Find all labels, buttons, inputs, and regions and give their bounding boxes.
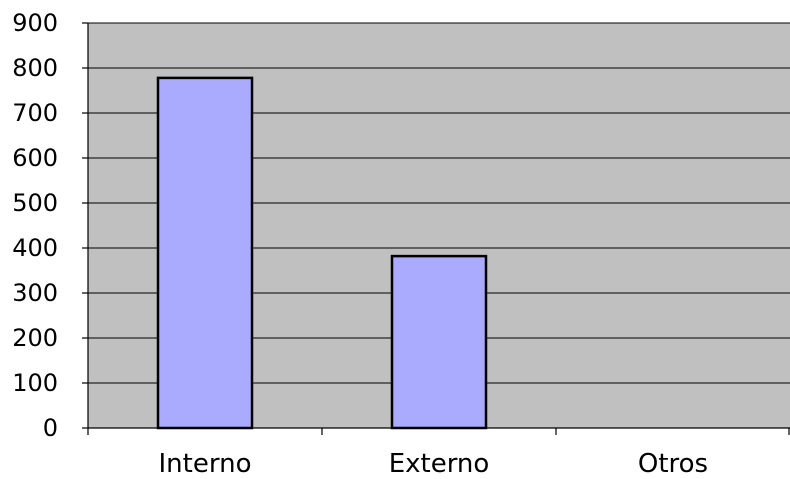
x-tick-label-externo: Externo: [389, 449, 490, 479]
y-tick-label-0: 0: [43, 414, 58, 442]
bar-externo: [390, 254, 488, 430]
y-axis-tick-labels: 0 100 200 300 400 500 600 700 800 900: [12, 9, 58, 442]
x-axis-tick-labels: Interno Externo Otros: [159, 449, 709, 479]
bar-interno: [156, 76, 254, 430]
y-tick-label-500: 500: [12, 189, 58, 217]
axes: [82, 22, 790, 435]
y-tick-label-300: 300: [12, 279, 58, 307]
y-tick-label-600: 600: [12, 144, 58, 172]
bars: [156, 76, 488, 430]
x-tick-label-otros: Otros: [638, 449, 708, 479]
y-tick-label-800: 800: [12, 54, 58, 82]
y-tick-label-100: 100: [12, 369, 58, 397]
x-tick-label-interno: Interno: [159, 449, 252, 479]
y-tick-label-400: 400: [12, 234, 58, 262]
y-tick-label-900: 900: [12, 9, 58, 37]
y-tick-label-200: 200: [12, 324, 58, 352]
y-tick-label-700: 700: [12, 99, 58, 127]
